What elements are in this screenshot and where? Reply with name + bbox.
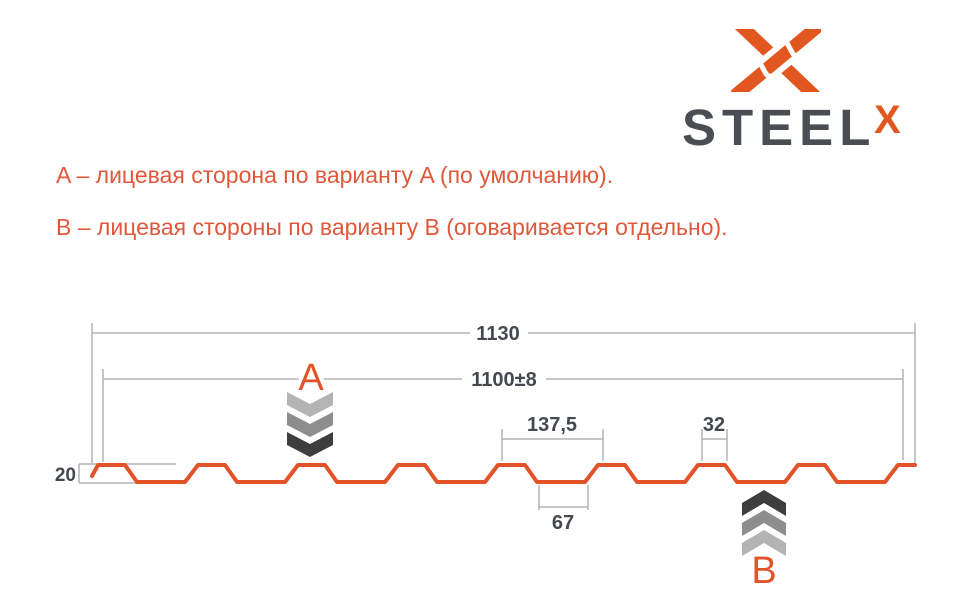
profile-section-drawing: 1130 1100±8 137,5 32 67 20 A B [55,323,917,596]
dim-rib-bottom-label: 67 [552,512,574,534]
dim-cover-width-label: 1100±8 [471,369,537,391]
marker-a-label: A [298,357,324,399]
steelx-x-logo-icon [731,29,821,92]
chevron-down-icon [287,392,333,457]
chevron-up-icon [742,490,786,556]
logo-wordmark: STEEL [682,99,877,156]
legend-line-b: B – лицевая стороны по варианту B (огова… [56,214,728,240]
marker-b-label: B [751,550,776,592]
profile-outline [90,463,917,484]
marker-b: B [742,490,786,596]
dim-rib-pitch-label: 137,5 [527,414,577,436]
dim-rib-top-label: 32 [703,414,725,436]
marker-a: A [287,353,333,457]
dimension-lines [78,323,916,510]
dim-overall-width-label: 1130 [476,323,519,345]
legend-line-a: A – лицевая сторона по варианту A (по ум… [56,162,614,188]
logo-x-superscript: X [874,98,901,142]
dim-height-label: 20 [55,465,76,486]
